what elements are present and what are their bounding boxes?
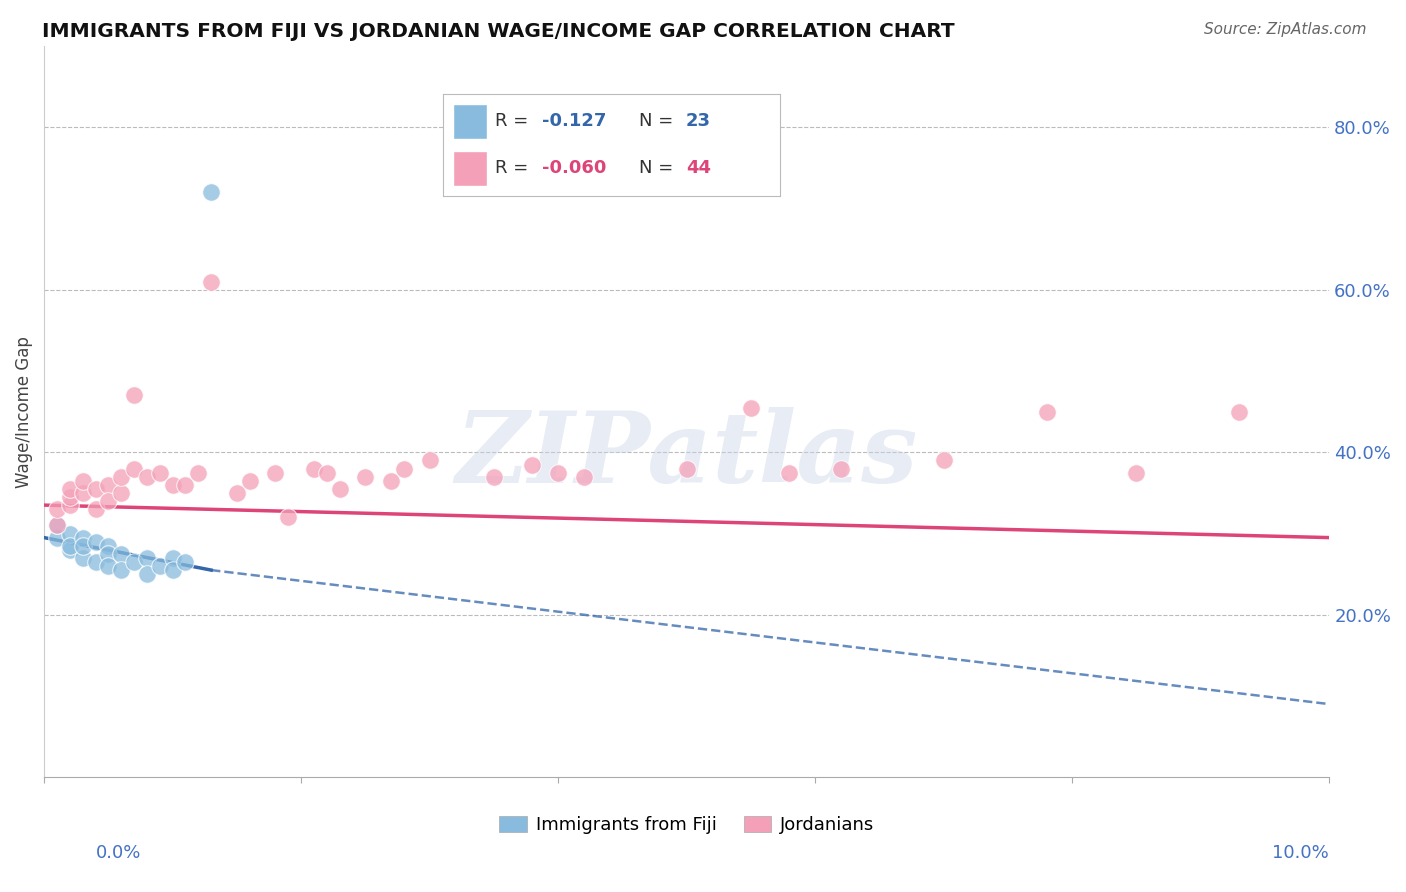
FancyBboxPatch shape xyxy=(453,104,486,139)
Text: 44: 44 xyxy=(686,159,711,177)
Text: R =: R = xyxy=(495,112,529,130)
Point xyxy=(830,461,852,475)
Text: 10.0%: 10.0% xyxy=(1272,844,1329,862)
Point xyxy=(135,469,157,483)
Point xyxy=(97,539,120,553)
Point xyxy=(315,466,337,480)
Point xyxy=(72,486,94,500)
Point xyxy=(59,498,82,512)
Text: IMMIGRANTS FROM FIJI VS JORDANIAN WAGE/INCOME GAP CORRELATION CHART: IMMIGRANTS FROM FIJI VS JORDANIAN WAGE/I… xyxy=(42,22,955,41)
Point xyxy=(522,458,544,472)
Point xyxy=(46,518,69,533)
Point xyxy=(84,482,107,496)
Point xyxy=(84,502,107,516)
Text: ZIPatlas: ZIPatlas xyxy=(456,408,918,504)
Point xyxy=(122,555,145,569)
Point xyxy=(264,466,287,480)
Point xyxy=(72,474,94,488)
Point xyxy=(932,453,955,467)
Point xyxy=(135,567,157,582)
Point xyxy=(187,466,209,480)
Point xyxy=(225,486,247,500)
Point xyxy=(97,478,120,492)
Point xyxy=(380,474,402,488)
Point xyxy=(162,550,184,565)
Point xyxy=(174,555,197,569)
Point xyxy=(392,461,415,475)
Point xyxy=(779,466,801,480)
Point xyxy=(354,469,377,483)
Y-axis label: Wage/Income Gap: Wage/Income Gap xyxy=(15,335,32,488)
Legend: Immigrants from Fiji, Jordanians: Immigrants from Fiji, Jordanians xyxy=(492,808,882,841)
Point xyxy=(97,494,120,508)
Point xyxy=(72,539,94,553)
Point xyxy=(84,555,107,569)
Point xyxy=(149,559,172,574)
Point xyxy=(740,401,762,415)
Point xyxy=(1125,466,1147,480)
Point xyxy=(675,461,697,475)
Point xyxy=(547,466,569,480)
Point xyxy=(84,534,107,549)
Point xyxy=(46,531,69,545)
Point xyxy=(59,539,82,553)
Point xyxy=(1035,405,1057,419)
Point xyxy=(572,469,595,483)
Point xyxy=(97,547,120,561)
Point xyxy=(59,482,82,496)
Text: N =: N = xyxy=(638,159,673,177)
Point xyxy=(200,186,222,200)
Point xyxy=(97,559,120,574)
Point xyxy=(200,275,222,289)
Text: -0.127: -0.127 xyxy=(543,112,607,130)
Point xyxy=(174,478,197,492)
Point xyxy=(110,563,132,577)
Point xyxy=(122,461,145,475)
Point xyxy=(110,469,132,483)
Point xyxy=(482,469,505,483)
Text: R =: R = xyxy=(495,159,529,177)
Point xyxy=(72,531,94,545)
Point xyxy=(59,526,82,541)
Point xyxy=(59,542,82,557)
Point xyxy=(162,563,184,577)
Point xyxy=(110,486,132,500)
FancyBboxPatch shape xyxy=(453,151,486,186)
Point xyxy=(149,466,172,480)
Text: Source: ZipAtlas.com: Source: ZipAtlas.com xyxy=(1204,22,1367,37)
Text: 0.0%: 0.0% xyxy=(96,844,141,862)
Text: N =: N = xyxy=(638,112,673,130)
Point xyxy=(1227,405,1250,419)
Point xyxy=(122,388,145,402)
Point xyxy=(135,550,157,565)
Point xyxy=(277,510,299,524)
Point xyxy=(329,482,352,496)
Point xyxy=(110,547,132,561)
Text: -0.060: -0.060 xyxy=(543,159,607,177)
Point xyxy=(59,490,82,504)
Point xyxy=(419,453,441,467)
Point xyxy=(239,474,262,488)
Point xyxy=(46,502,69,516)
Point xyxy=(162,478,184,492)
Point xyxy=(72,550,94,565)
Point xyxy=(46,518,69,533)
Point xyxy=(302,461,325,475)
Text: 23: 23 xyxy=(686,112,711,130)
